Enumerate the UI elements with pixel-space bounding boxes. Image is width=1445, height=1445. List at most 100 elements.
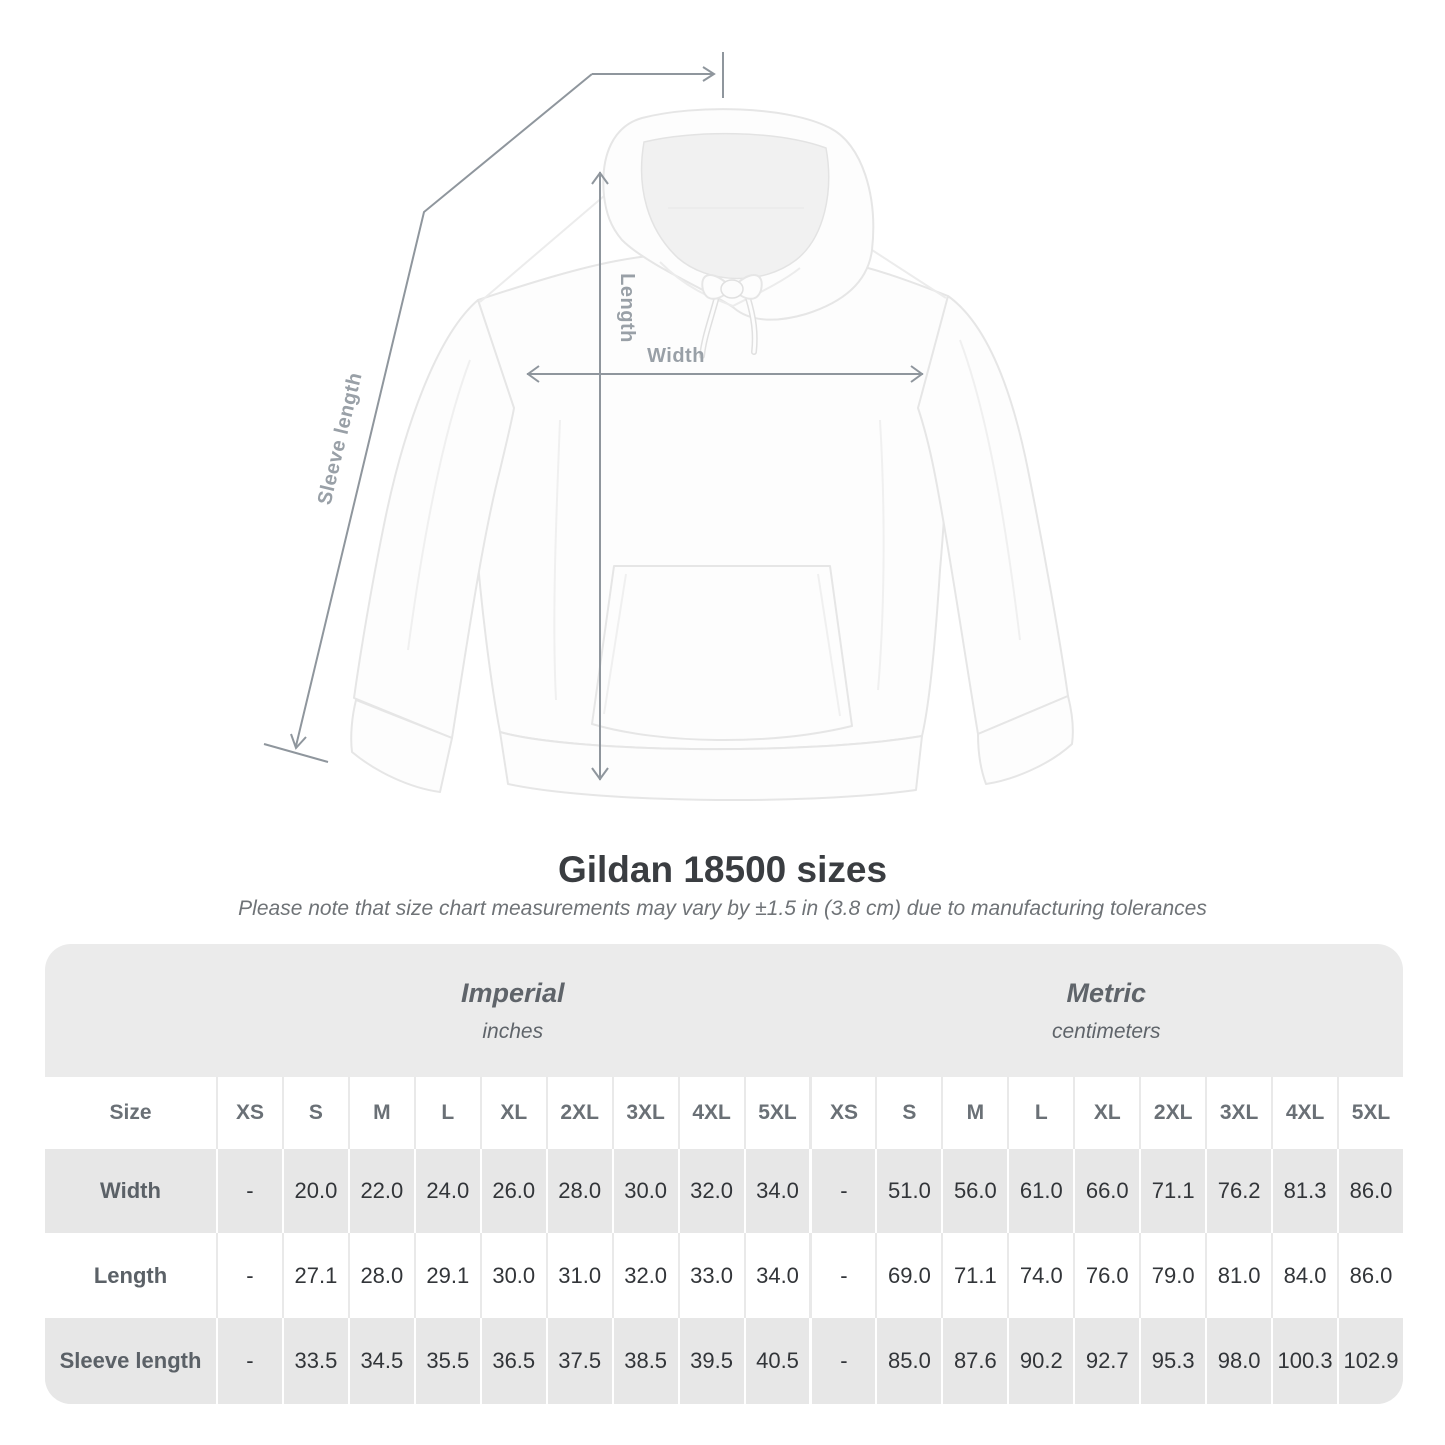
imperial-group-title: Imperial (460, 977, 565, 1008)
hoodie-left-sleeve (353, 299, 515, 739)
table-corner (45, 944, 216, 1077)
metric-value: 84.0 (1271, 1233, 1338, 1318)
hood-opening (640, 132, 830, 280)
imperial-value: 22.0 (347, 1149, 414, 1233)
metric-value: 76.0 (1073, 1233, 1140, 1318)
metric-value: 66.0 (1073, 1149, 1140, 1233)
metric-value: 71.1 (1139, 1149, 1206, 1233)
metric-value: 98.0 (1205, 1318, 1272, 1404)
imperial-value: 26.0 (479, 1149, 546, 1233)
imperial-value: 35.5 (413, 1318, 480, 1404)
metric-value: 100.3 (1271, 1318, 1338, 1404)
imperial-value: 34.5 (347, 1318, 414, 1404)
size-header-metric-5xl: 5XL (1337, 1077, 1403, 1149)
metric-value: 95.3 (1139, 1318, 1206, 1404)
metric-group-title: Metric (1066, 977, 1147, 1008)
metric-value: 92.7 (1073, 1318, 1140, 1404)
size-header-metric-s: S (875, 1077, 942, 1149)
metric-value: 61.0 (1007, 1149, 1074, 1233)
row-label-sleeve-length: Sleeve length (45, 1318, 216, 1404)
metric-value: 102.9 (1337, 1318, 1403, 1404)
size-header-imperial-4xl: 4XL (677, 1077, 744, 1149)
imperial-value: 28.0 (545, 1149, 612, 1233)
imperial-value: 24.0 (413, 1149, 480, 1233)
imperial-group-unit: inches (482, 1019, 544, 1043)
size-header-metric-2xl: 2XL (1139, 1077, 1206, 1149)
imperial-value: - (216, 1318, 282, 1404)
tolerance-note: Please note that size chart measurements… (238, 897, 1207, 920)
metric-value: 76.2 (1205, 1149, 1272, 1233)
metric-value: 71.1 (941, 1233, 1008, 1318)
size-table: Imperial inches Metric centimeters Size X… (45, 944, 1403, 1404)
size-header-metric-xs: XS (809, 1077, 876, 1149)
width-label: Width (647, 345, 705, 367)
imperial-value: 28.0 (347, 1233, 414, 1318)
page-title: Gildan 18500 sizes (557, 849, 888, 890)
imperial-value: 37.5 (545, 1318, 612, 1404)
hoodie-right-sleeve (917, 295, 1069, 735)
hoodie-hem-band (499, 731, 923, 802)
unit-group-header-row: Imperial inches Metric centimeters (45, 944, 1403, 1077)
hoodie-left-cuff (350, 699, 453, 793)
hoodie-illustration (350, 108, 1074, 802)
size-header-imperial-xl: XL (479, 1077, 546, 1149)
imperial-value: 29.1 (413, 1233, 480, 1318)
metric-value: 74.0 (1007, 1233, 1074, 1318)
size-header-metric-3xl: 3XL (1205, 1077, 1272, 1149)
imperial-value: 32.0 (677, 1149, 744, 1233)
metric-value: - (809, 1318, 876, 1404)
metric-value: - (809, 1149, 876, 1233)
hoodie-drawstrings (699, 274, 763, 359)
metric-value: 85.0 (875, 1318, 942, 1404)
size-header-metric-4xl: 4XL (1271, 1077, 1338, 1149)
size-grid: Size XS S M L XL 2XL 3XL 4XL 5XL XS S M L XL 2XL 3XL 4XL 5… (45, 1077, 1403, 1404)
imperial-value: 32.0 (611, 1233, 678, 1318)
imperial-value: 31.0 (545, 1233, 612, 1318)
imperial-value: 30.0 (611, 1149, 678, 1233)
size-header-metric-m: M (941, 1077, 1008, 1149)
imperial-value: - (216, 1233, 282, 1318)
imperial-value: 38.5 (611, 1318, 678, 1404)
imperial-value: 34.0 (743, 1149, 810, 1233)
row-label-length: Length (45, 1233, 216, 1318)
metric-value: 81.3 (1271, 1149, 1338, 1233)
metric-value: - (809, 1233, 876, 1318)
imperial-value: - (216, 1149, 282, 1233)
imperial-value: 34.0 (743, 1233, 810, 1318)
length-dimension-line: Length (591, 171, 638, 781)
size-header-imperial-m: M (347, 1077, 414, 1149)
length-label: Length (616, 273, 638, 343)
size-header-imperial-xs: XS (216, 1077, 282, 1149)
metric-value: 56.0 (941, 1149, 1008, 1233)
size-header-metric-l: L (1007, 1077, 1074, 1149)
metric-value: 79.0 (1139, 1233, 1206, 1318)
metric-value: 81.0 (1205, 1233, 1272, 1318)
size-header-imperial-s: S (281, 1077, 348, 1149)
metric-value: 51.0 (875, 1149, 942, 1233)
imperial-value: 40.5 (743, 1318, 810, 1404)
size-header-imperial-5xl: 5XL (743, 1077, 810, 1149)
imperial-value: 30.0 (479, 1233, 546, 1318)
metric-value: 86.0 (1337, 1149, 1403, 1233)
imperial-value: 33.0 (677, 1233, 744, 1318)
metric-value: 86.0 (1337, 1233, 1403, 1318)
size-header-imperial-3xl: 3XL (611, 1077, 678, 1149)
metric-value: 87.6 (941, 1318, 1008, 1404)
metric-value: 90.2 (1007, 1318, 1074, 1404)
imperial-value: 39.5 (677, 1318, 744, 1404)
size-column-header: Size (45, 1077, 216, 1149)
metric-group-header: Metric centimeters (810, 944, 1404, 1077)
size-header-imperial-l: L (413, 1077, 480, 1149)
imperial-value: 33.5 (281, 1318, 348, 1404)
imperial-value: 20.0 (281, 1149, 348, 1233)
imperial-value: 36.5 (479, 1318, 546, 1404)
imperial-group-header: Imperial inches (216, 944, 810, 1077)
row-label-width: Width (45, 1149, 216, 1233)
hoodie-right-cuff (977, 695, 1074, 785)
metric-value: 69.0 (875, 1233, 942, 1318)
imperial-value: 27.1 (281, 1233, 348, 1318)
size-header-imperial-2xl: 2XL (545, 1077, 612, 1149)
hoodie-measurement-diagram: Sleeve length Length Width (263, 52, 1074, 802)
width-dimension-line: Width (526, 345, 924, 383)
